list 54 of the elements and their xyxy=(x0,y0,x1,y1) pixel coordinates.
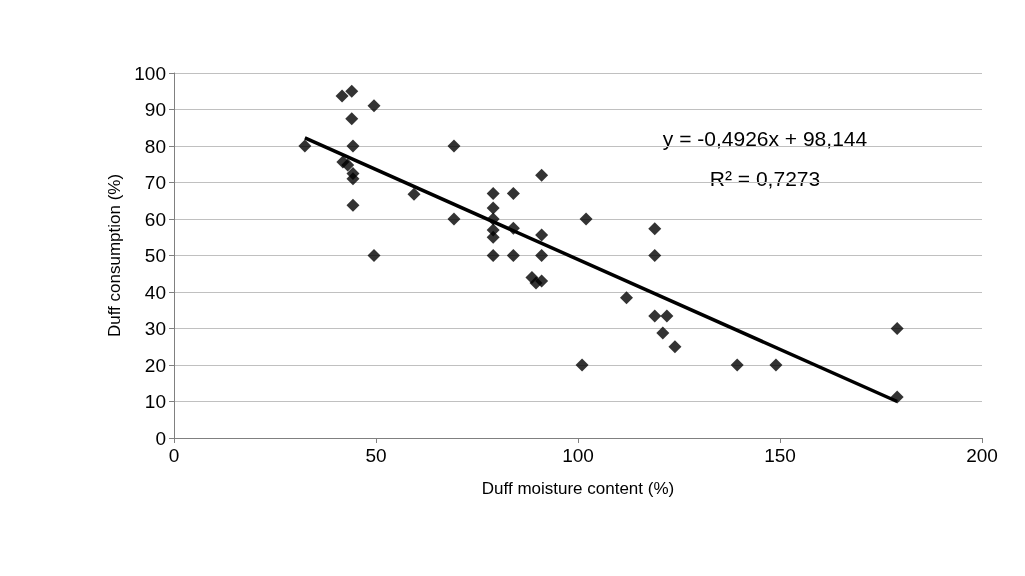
point xyxy=(648,249,662,262)
y-axis-title: Duff consumption (%) xyxy=(105,173,125,338)
point xyxy=(486,186,500,200)
y-tick-label: 0 xyxy=(155,427,166,449)
point xyxy=(506,186,520,200)
point xyxy=(345,84,359,98)
point xyxy=(506,249,520,262)
x-axis-title: Duff moisture content (%) xyxy=(481,479,675,498)
point xyxy=(648,222,662,236)
point xyxy=(367,99,381,113)
point xyxy=(535,249,549,262)
y-tick-label: 30 xyxy=(144,318,166,339)
y-tick-label: 100 xyxy=(134,62,166,84)
y-tick-label: 60 xyxy=(144,208,166,230)
y-tick-label: 90 xyxy=(144,99,166,120)
point xyxy=(486,249,500,262)
point xyxy=(341,158,355,172)
y-tick-label: 50 xyxy=(144,245,166,266)
point xyxy=(447,139,461,153)
x-tick-label: 200 xyxy=(966,445,998,466)
x-tick-label: 0 xyxy=(168,445,180,466)
point xyxy=(579,212,593,226)
point xyxy=(346,139,360,153)
annotation: y = -0,4926x + 98,144 xyxy=(662,127,868,150)
point xyxy=(346,172,360,186)
point xyxy=(346,198,360,212)
y-tick-label: 70 xyxy=(144,172,166,193)
point xyxy=(619,291,633,305)
point xyxy=(656,326,670,340)
y-tick-label: 10 xyxy=(144,391,166,412)
point xyxy=(335,89,349,103)
point xyxy=(730,358,744,372)
point xyxy=(660,309,674,323)
point xyxy=(535,274,549,288)
point xyxy=(648,309,662,323)
point xyxy=(890,322,904,335)
point xyxy=(769,358,783,372)
point xyxy=(535,228,549,242)
y-tick-label: 80 xyxy=(144,135,166,157)
x-tick-label: 150 xyxy=(764,445,796,466)
point xyxy=(447,212,461,226)
point xyxy=(535,168,549,182)
point xyxy=(486,230,500,244)
point xyxy=(575,358,589,372)
x-tick-label: 50 xyxy=(365,445,387,466)
point xyxy=(668,340,682,354)
point xyxy=(298,139,312,153)
y-tick-label: 40 xyxy=(144,281,166,303)
point xyxy=(345,112,359,126)
x-tick-label: 100 xyxy=(562,445,594,466)
y-tick-label: 20 xyxy=(144,354,166,376)
point xyxy=(367,249,381,262)
point xyxy=(407,187,421,201)
point xyxy=(486,201,500,215)
